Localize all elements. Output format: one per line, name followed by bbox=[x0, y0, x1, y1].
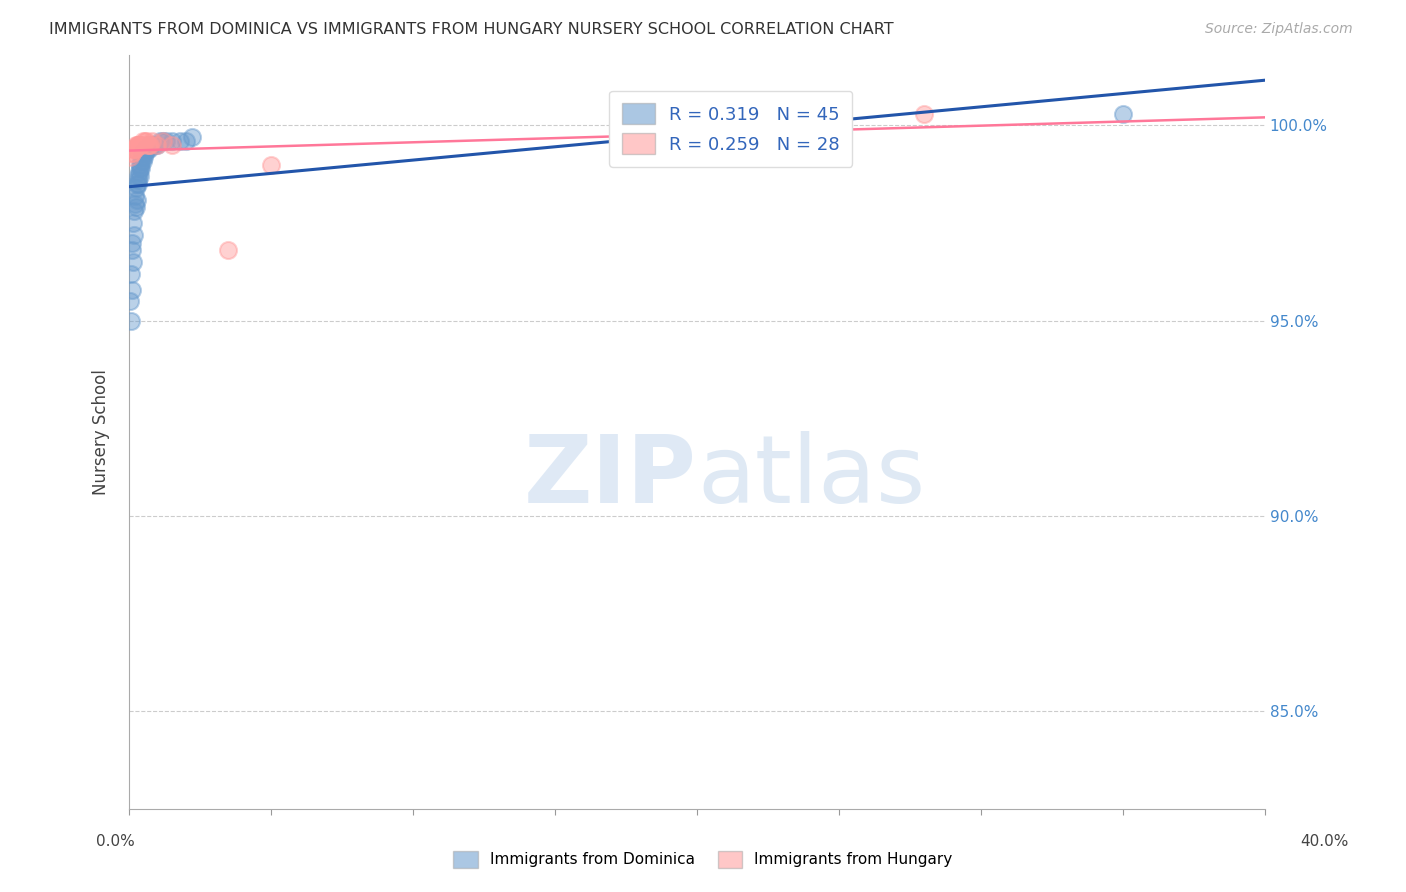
Text: 0.0%: 0.0% bbox=[96, 834, 135, 848]
Point bbox=[132, 134, 155, 148]
Point bbox=[121, 244, 143, 258]
Point bbox=[120, 150, 142, 164]
Text: ZIP: ZIP bbox=[524, 432, 697, 524]
Point bbox=[132, 153, 155, 168]
Point bbox=[127, 177, 149, 191]
Point bbox=[139, 138, 162, 153]
Point bbox=[127, 138, 149, 153]
Point bbox=[125, 177, 148, 191]
Point bbox=[146, 138, 169, 153]
Point bbox=[138, 138, 160, 153]
Point bbox=[120, 314, 142, 328]
Point bbox=[128, 161, 150, 176]
Point bbox=[152, 134, 174, 148]
Point bbox=[125, 138, 148, 153]
Point bbox=[136, 142, 159, 156]
Point bbox=[217, 244, 239, 258]
Point bbox=[128, 138, 150, 153]
Point bbox=[1112, 107, 1135, 121]
Point bbox=[124, 201, 146, 215]
Point bbox=[127, 173, 149, 187]
Legend: Immigrants from Dominica, Immigrants from Hungary: Immigrants from Dominica, Immigrants fro… bbox=[447, 845, 959, 873]
Point bbox=[139, 138, 162, 153]
Point bbox=[134, 150, 156, 164]
Point bbox=[120, 294, 142, 309]
Text: IMMIGRANTS FROM DOMINICA VS IMMIGRANTS FROM HUNGARY NURSERY SCHOOL CORRELATION C: IMMIGRANTS FROM DOMINICA VS IMMIGRANTS F… bbox=[49, 22, 894, 37]
Point bbox=[141, 138, 163, 153]
Point bbox=[122, 142, 145, 156]
Point bbox=[127, 169, 149, 184]
Point bbox=[912, 107, 935, 121]
Point bbox=[132, 145, 155, 160]
Legend: R = 0.319   N = 45, R = 0.259   N = 28: R = 0.319 N = 45, R = 0.259 N = 28 bbox=[609, 91, 852, 167]
Point bbox=[128, 169, 150, 184]
Point bbox=[121, 255, 143, 269]
Point bbox=[128, 138, 150, 153]
Point bbox=[180, 130, 202, 145]
Point bbox=[149, 134, 172, 148]
Point bbox=[125, 193, 148, 207]
Point bbox=[169, 134, 191, 148]
Point bbox=[125, 181, 148, 195]
Point bbox=[129, 157, 152, 171]
Point bbox=[135, 142, 157, 156]
Point bbox=[121, 235, 143, 250]
Point bbox=[129, 153, 152, 168]
Point bbox=[124, 188, 146, 202]
Text: 40.0%: 40.0% bbox=[1301, 834, 1348, 848]
Point bbox=[135, 134, 157, 148]
Point bbox=[120, 267, 142, 281]
Point bbox=[125, 138, 148, 153]
Point bbox=[152, 134, 174, 148]
Point bbox=[121, 283, 143, 297]
Point bbox=[160, 134, 183, 148]
Point bbox=[134, 145, 156, 160]
Point bbox=[131, 138, 153, 153]
Point bbox=[129, 161, 152, 176]
Point bbox=[122, 216, 145, 230]
Point bbox=[260, 157, 283, 171]
Point bbox=[128, 165, 150, 179]
Point bbox=[129, 138, 152, 153]
Text: Source: ZipAtlas.com: Source: ZipAtlas.com bbox=[1205, 22, 1353, 37]
Point bbox=[131, 150, 153, 164]
Point bbox=[121, 145, 143, 160]
Y-axis label: Nursery School: Nursery School bbox=[93, 369, 110, 495]
Point bbox=[141, 134, 163, 148]
Point bbox=[122, 204, 145, 219]
Point bbox=[124, 142, 146, 156]
Point bbox=[146, 138, 169, 153]
Point bbox=[136, 138, 159, 153]
Point bbox=[155, 134, 177, 148]
Point bbox=[174, 134, 197, 148]
Point bbox=[127, 138, 149, 153]
Point bbox=[124, 142, 146, 156]
Point bbox=[134, 134, 156, 148]
Point bbox=[122, 142, 145, 156]
Text: atlas: atlas bbox=[697, 432, 925, 524]
Point bbox=[121, 145, 143, 160]
Point bbox=[138, 142, 160, 156]
Point bbox=[124, 196, 146, 211]
Point bbox=[143, 138, 166, 153]
Point bbox=[160, 138, 183, 153]
Point bbox=[122, 227, 145, 242]
